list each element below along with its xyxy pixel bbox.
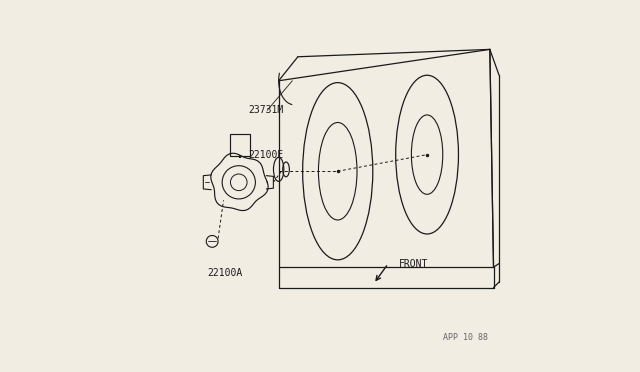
Text: 22100A: 22100A <box>207 268 243 278</box>
Text: 22100E: 22100E <box>248 150 284 160</box>
Text: 23731M: 23731M <box>248 105 284 115</box>
Text: APP 10 88: APP 10 88 <box>444 333 488 342</box>
Text: FRONT: FRONT <box>399 259 428 269</box>
Bar <box>230 134 250 156</box>
